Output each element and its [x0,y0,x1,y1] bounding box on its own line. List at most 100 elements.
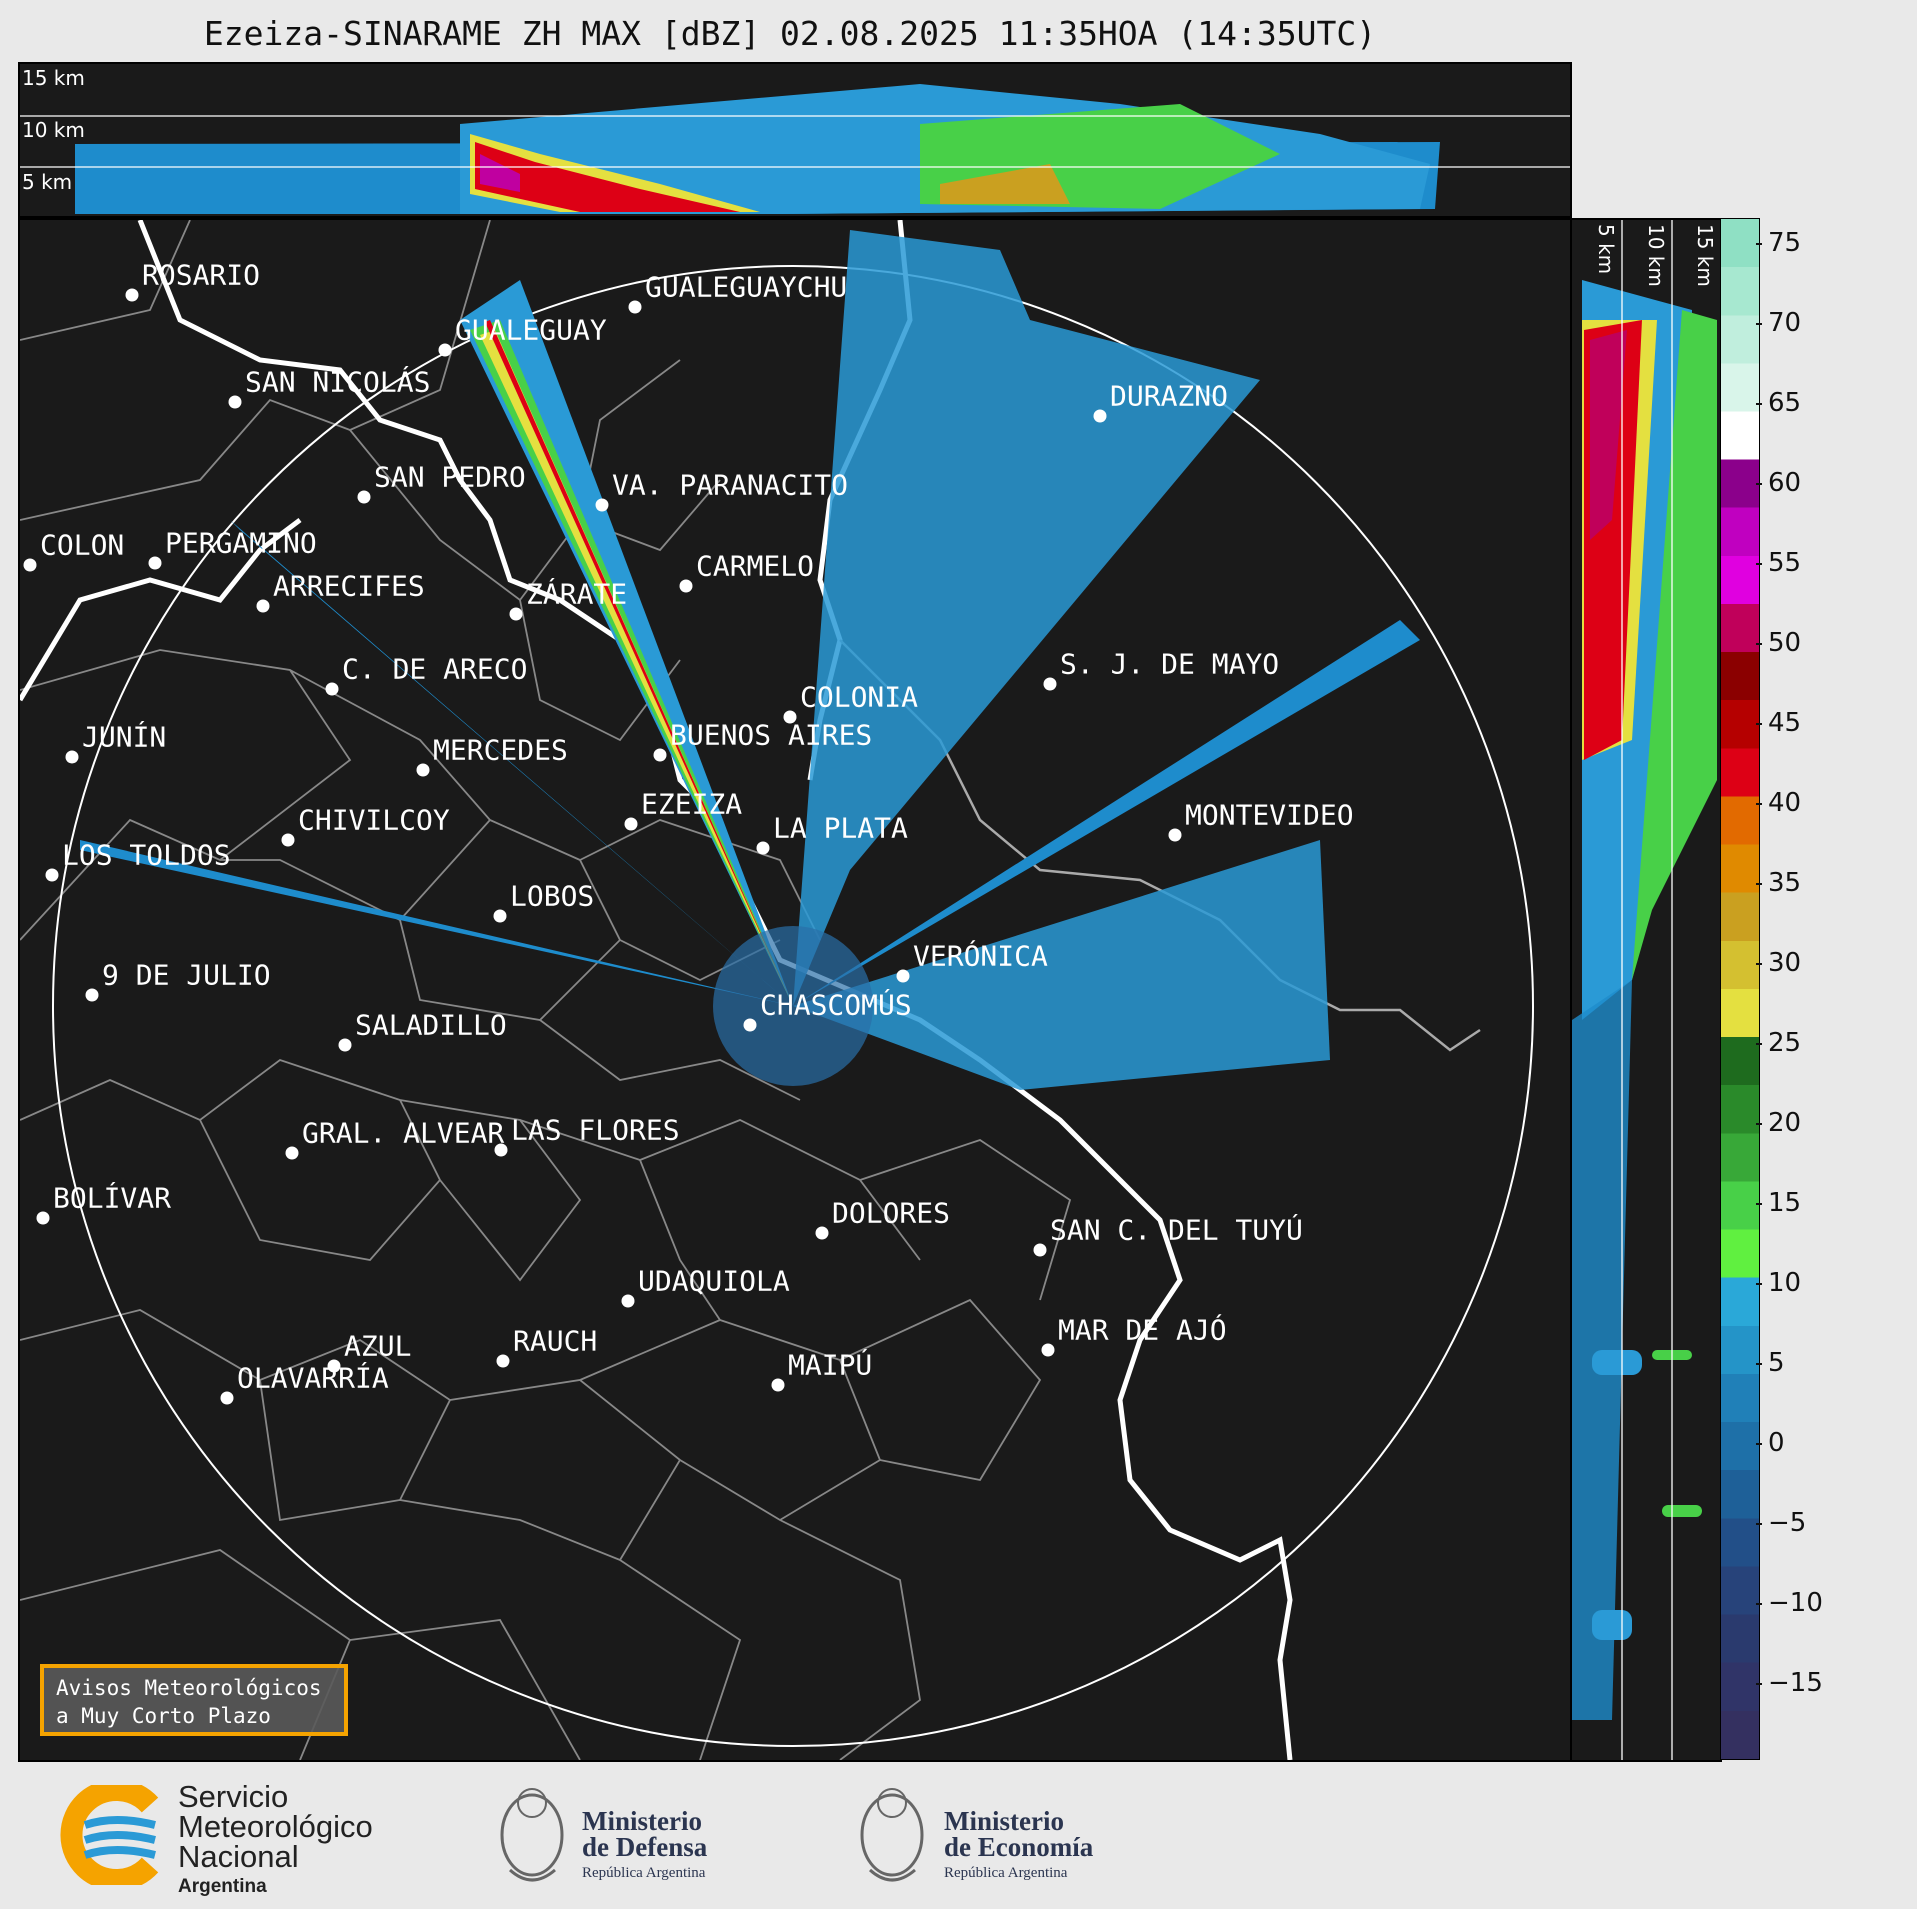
city-marker-icon [357,490,371,504]
city-marker-icon [621,1294,635,1308]
city-label: MONTEVIDEO [1185,798,1354,832]
avisos-button[interactable]: Avisos Meteorológicos a Muy Corto Plazo [40,1664,348,1736]
city-marker-icon [1033,1243,1047,1257]
city-label: BOLÍVAR [53,1181,172,1215]
side-alt-10km: 10 km [1644,224,1668,287]
city-marker-icon [23,558,37,572]
colorbar-tick-label: −5 [1755,1508,1806,1538]
echo-nnw-red [485,320,793,1006]
defensa-line3: República Argentina [582,1865,706,1881]
city-label: VA. PARANACITO [612,468,849,502]
city-label: MAIPÚ [788,1348,873,1382]
side-alt-15km: 15 km [1693,224,1717,287]
city-label: EZEIZA [641,787,743,821]
city-label: LOS TOLDOS [62,838,231,872]
city-label: AZUL [344,1329,412,1363]
city-marker-icon [509,607,523,621]
city-label: PERGAMINO [165,526,317,560]
city-marker-icon [36,1211,50,1225]
colorbar-tick-label: 70 [1755,308,1801,338]
colorbar-tick-label: 65 [1755,388,1801,418]
colorbar-tick-label: −15 [1756,1668,1823,1698]
side-echo-magenta [1590,330,1627,540]
top-alt-10km: 10 km [22,118,85,142]
city-label: UDAQUIOLA [638,1264,790,1298]
city-label: LA PLATA [773,811,908,845]
city-label: COLON [40,528,125,562]
colorbar-tick-label: 60 [1755,468,1801,498]
economia-logo-text: Ministerio de Economía República Argenti… [944,1808,1093,1886]
city-label: 9 DE JULIO [102,958,271,992]
city-marker-icon [285,1146,299,1160]
city-label: LAS FLORES [511,1113,680,1147]
echo-nnw-green [470,320,793,1006]
city-marker-icon [628,300,642,314]
top-cross-section-plot [20,84,1570,214]
city-label: RAUCH [513,1324,598,1358]
city-label: GUALEGUAYCHU [645,270,848,304]
city-marker-icon [85,988,99,1002]
smn-line4: Argentina [178,1876,267,1897]
city-marker-icon [679,579,693,593]
city-label: MERCEDES [433,733,568,767]
echo-ene-ray [793,620,1420,1006]
city-label: C. DE ARECO [342,652,528,686]
colorbar-tick-label: 45 [1755,708,1801,738]
city-label: CHASCOMÚS [760,988,912,1022]
defensa-line2: de Defensa [582,1832,708,1862]
city-label: GUALEGUAY [455,313,607,347]
city-marker-icon [148,556,162,570]
city-marker-icon [493,909,507,923]
city-label: ROSARIO [142,258,261,292]
smn-line2: Meteorológico [178,1809,373,1844]
city-marker-icon [1041,1343,1055,1357]
city-marker-icon [338,1038,352,1052]
colorbar-tick-label: 15 [1755,1188,1801,1218]
city-label: MAR DE AJÓ [1058,1313,1227,1347]
colorbar [1720,218,1760,1760]
city-marker-icon [125,288,139,302]
colorbar-tick-label: 25 [1755,1028,1801,1058]
city-marker-icon [45,868,59,882]
radar-map[interactable]: ROSARIO GUALEGUAYCHU GUALEGUAY SAN NICOLÁS D… [18,218,1572,1762]
colorbar-tick-label: −10 [1756,1588,1823,1618]
avisos-line1: Avisos Meteorológicos [56,1676,322,1700]
radar-map-canvas [20,220,1534,1760]
city-marker-icon [496,1354,510,1368]
colorbar-tick-label: 5 [1756,1348,1785,1378]
city-marker-icon [325,682,339,696]
city-label: SAN NICOLÁS [245,365,431,399]
city-marker-icon [815,1226,829,1240]
city-label: LOBOS [510,879,595,913]
city-marker-icon [896,969,910,983]
city-label: DOLORES [832,1196,951,1230]
economia-line3: República Argentina [944,1865,1068,1881]
colorbar-tick-label: 30 [1755,948,1801,978]
city-marker-icon [65,750,79,764]
city-marker-icon [416,763,430,777]
city-marker-icon [438,343,452,357]
city-label: ARRECIFES [273,569,425,603]
city-marker-icon [783,710,797,724]
top-echo-yellow-2 [940,164,1070,204]
colorbar-tick-label: 75 [1755,228,1801,258]
top-echo-red [475,142,740,212]
avisos-line2: a Muy Corto Plazo [56,1704,271,1728]
colorbar-tick-label: 35 [1755,868,1801,898]
defensa-seal-icon [500,1788,564,1882]
city-label: VERÓNICA [913,939,1048,973]
echo-nnw-yellow [480,330,793,1006]
city-marker-icon [281,833,295,847]
echo-nw-ray [230,520,793,1006]
city-marker-icon [771,1378,785,1392]
colorbar-tick-label: 50 [1755,628,1801,658]
echo-east-fan [793,840,1330,1090]
smn-logo-text: Servicio Meteorológico Nacional Argentin… [178,1781,373,1902]
city-label: OLAVARRÍA [237,1361,389,1395]
side-echo-green [1632,310,1717,980]
city-marker-icon [256,599,270,613]
city-marker-icon [653,748,667,762]
city-marker-icon [595,498,609,512]
city-label: CHIVILCOY [298,803,450,837]
city-label: BUENOS AIRES [670,718,873,752]
